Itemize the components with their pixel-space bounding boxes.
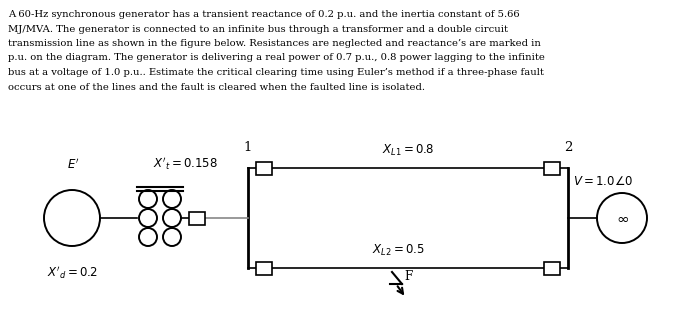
Text: F: F [404, 270, 412, 283]
Text: bus at a voltage of 1.0 p.u.. Estimate the critical clearing time using Euler’s : bus at a voltage of 1.0 p.u.. Estimate t… [8, 68, 544, 77]
Text: $V=1.0\angle 0$: $V=1.0\angle 0$ [573, 175, 633, 188]
Bar [256, 161, 272, 174]
Bar [544, 161, 560, 174]
Bar [256, 262, 272, 275]
Text: MJ/MVA. The generator is connected to an infinite bus through a transformer and : MJ/MVA. The generator is connected to an… [8, 25, 508, 33]
Text: $X_{L1}=0.8$: $X_{L1}=0.8$ [382, 143, 435, 158]
Text: $X_{L2}=0.5$: $X_{L2}=0.5$ [372, 243, 424, 258]
Bar [189, 211, 205, 225]
Text: occurs at one of the lines and the fault is cleared when the faulted line is iso: occurs at one of the lines and the fault… [8, 83, 425, 92]
Text: A 60-Hz synchronous generator has a transient reactance of 0.2 p.u. and the iner: A 60-Hz synchronous generator has a tran… [8, 10, 519, 19]
Text: $X'_t=0.158$: $X'_t=0.158$ [153, 155, 218, 172]
Bar [544, 262, 560, 275]
Text: $E'$: $E'$ [67, 158, 79, 172]
Text: $X'_d=0.2$: $X'_d=0.2$ [47, 264, 98, 281]
Text: 1: 1 [244, 141, 252, 154]
Text: transmission line as shown in the figure below. Resistances are neglected and re: transmission line as shown in the figure… [8, 39, 541, 48]
Text: p.u. on the diagram. The generator is delivering a real power of 0.7 p.u., 0.8 p: p.u. on the diagram. The generator is de… [8, 54, 545, 63]
Text: $\infty$: $\infty$ [616, 211, 629, 226]
Text: 2: 2 [564, 141, 572, 154]
